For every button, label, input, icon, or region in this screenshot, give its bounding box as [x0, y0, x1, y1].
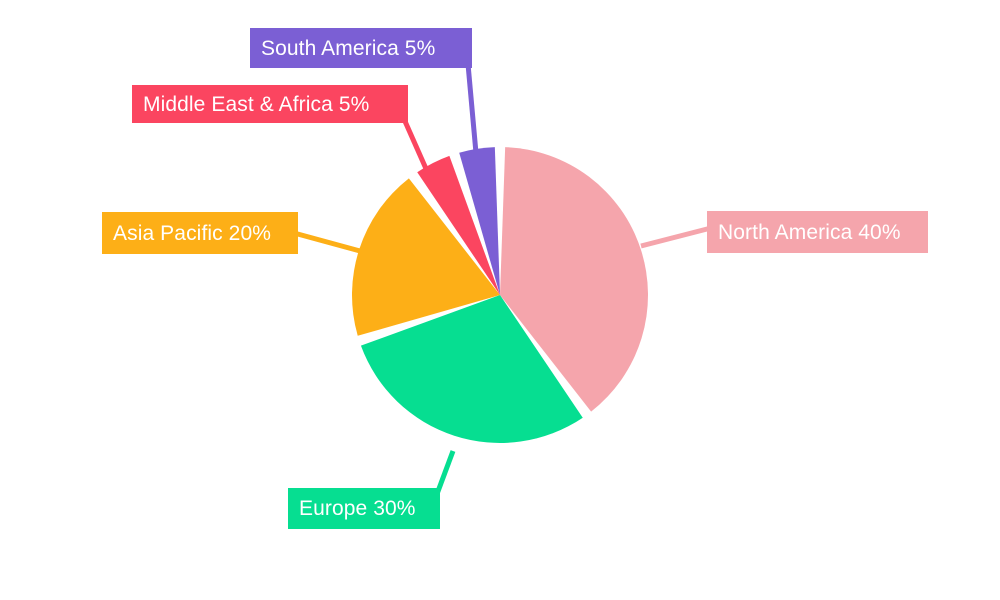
pie-label-europe[interactable]: Europe 30% — [288, 488, 440, 529]
pie-slice-south-america[interactable] — [459, 147, 500, 295]
pie-slice-north-america[interactable] — [500, 147, 649, 412]
pie-label-asia-pacific[interactable]: Asia Pacific 20% — [102, 212, 298, 254]
pie-slice-asia-pacific[interactable] — [351, 178, 500, 336]
pie-label-north-america[interactable]: North America 40% — [707, 211, 928, 253]
pie-label-middle-east-africa[interactable]: Middle East & Africa 5% — [132, 85, 408, 123]
leader-line-europe — [434, 450, 456, 495]
pie-wedges — [351, 147, 649, 443]
leader-line-north-america — [640, 225, 712, 249]
leader-line-south-america — [465, 63, 479, 154]
pie-slice-europe[interactable] — [360, 295, 583, 443]
leader-line-asia-pacific — [293, 230, 361, 254]
pie-label-south-america[interactable]: South America 5% — [250, 28, 472, 68]
pie-slice-middle-east-africa[interactable] — [417, 155, 500, 295]
